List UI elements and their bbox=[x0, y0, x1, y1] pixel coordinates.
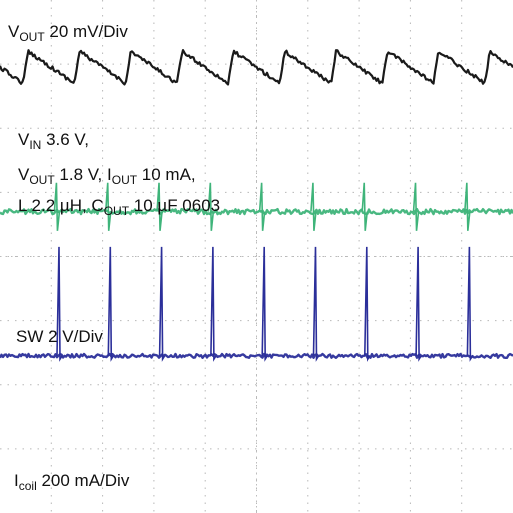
trace-spike bbox=[258, 182, 266, 231]
trace-spike bbox=[415, 246, 422, 362]
trace-spike bbox=[56, 246, 63, 362]
vin-label: VIN 3.6 V, bbox=[18, 130, 89, 152]
trace-spike bbox=[107, 246, 114, 362]
trace-line bbox=[0, 49, 513, 86]
trace-spike bbox=[261, 246, 268, 362]
trace-spike bbox=[361, 182, 369, 231]
trace-spike bbox=[363, 246, 371, 362]
trace-vout bbox=[0, 49, 513, 86]
components-label: L 2.2 µH, COUT 10 µF 0603 bbox=[18, 196, 221, 218]
trace-spike bbox=[210, 246, 217, 362]
trace-icoil bbox=[0, 246, 513, 362]
sw-scale-label: SW 2 V/Div bbox=[16, 327, 103, 346]
trace-spike bbox=[310, 182, 317, 231]
trace-line bbox=[0, 207, 513, 216]
trace-spike bbox=[312, 246, 320, 362]
trace-spike bbox=[207, 182, 215, 231]
trace-spike bbox=[412, 182, 420, 231]
trace-spike bbox=[156, 182, 163, 231]
trace-spike bbox=[464, 182, 471, 231]
vout-scale-label: VOUT 20 mV/Div bbox=[8, 22, 128, 44]
trace-spike bbox=[158, 246, 166, 362]
trace-line bbox=[0, 352, 513, 359]
trace-spike bbox=[104, 182, 112, 231]
conditions-line-label: VOUT 1.8 V, IOUT 10 mA, bbox=[18, 165, 196, 187]
trace-sw bbox=[0, 182, 513, 231]
trace-spike bbox=[53, 182, 61, 231]
traces bbox=[0, 49, 513, 362]
trace-spike bbox=[466, 246, 474, 362]
icoil-scale-label: Icoil 200 mA/Div bbox=[14, 471, 130, 493]
